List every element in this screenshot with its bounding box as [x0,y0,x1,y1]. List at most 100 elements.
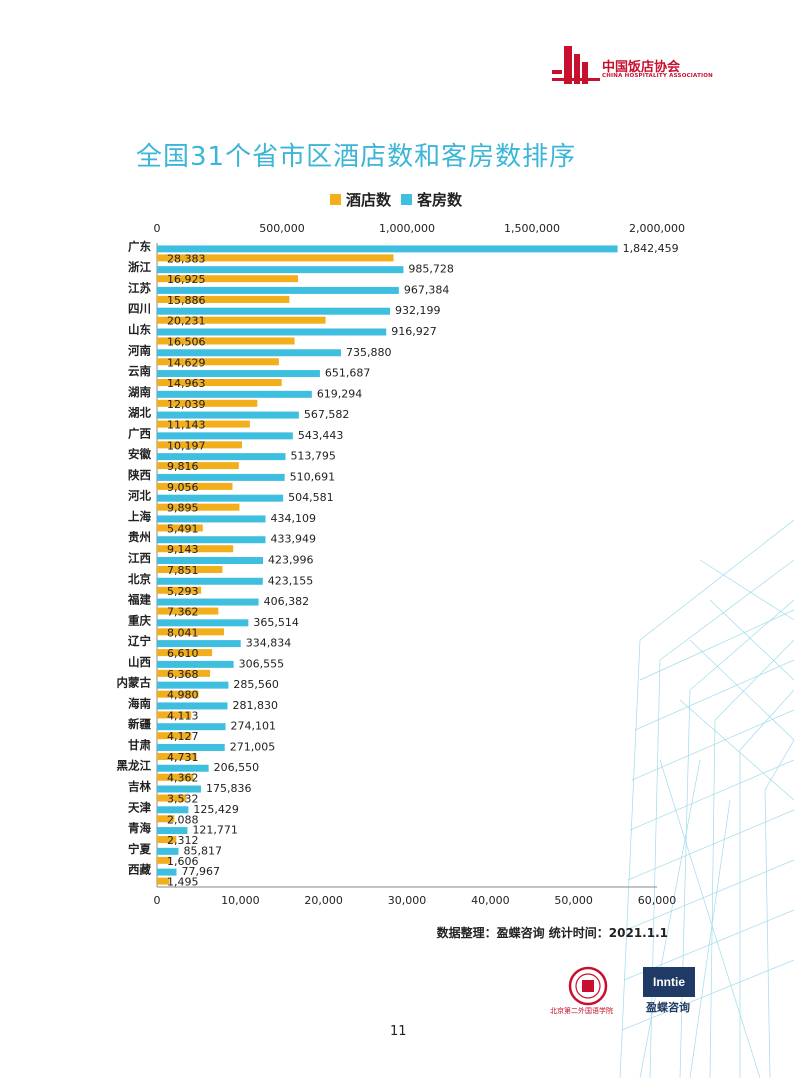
rooms-bar [157,266,404,274]
hotels-value-label: 7,851 [167,564,199,577]
hotels-value-label: 11,143 [167,419,206,432]
hotels-value-label: 8,041 [167,626,199,639]
category-label: 西藏 [128,863,151,877]
hotels-value-label: 9,143 [167,543,199,556]
rooms-bar [157,349,341,357]
category-label: 新疆 [128,717,151,731]
rooms-value-label: 306,555 [239,657,284,670]
bisu-name-text: 北京第二外国语学院 [550,1007,613,1015]
hotels-bar [157,295,290,303]
category-label: 广西 [128,426,151,440]
china-hospitality-association-logo [552,46,600,84]
rooms-bar [157,370,320,378]
category-label: 山西 [128,655,151,669]
hotels-bar [157,337,295,345]
rooms-bar [157,723,226,731]
rooms-value-label: 932,199 [395,304,441,317]
hotels-bar [157,275,299,283]
hotels-bar [157,358,279,366]
rooms-bar [157,681,229,689]
rooms-bar [157,411,299,419]
rooms-bar [157,473,285,481]
rooms-bar [157,640,241,648]
hotels-value-label: 14,963 [167,377,206,390]
category-label: 广东 [128,239,151,253]
hotels-value-label: 4,362 [167,772,199,785]
hotels-bar [157,711,192,719]
category-label: 安徽 [128,447,151,461]
hotels-value-label: 1,495 [167,876,199,889]
hotels-value-label: 9,816 [167,460,199,473]
rooms-bar [157,743,225,751]
hotels-value-label: 16,925 [167,273,206,286]
hotels-bar [157,607,219,615]
x-bottom-tick-label: 30,000 [388,894,427,907]
category-label: 云南 [128,364,151,378]
hotels-bar [157,815,175,823]
rooms-value-label: 423,155 [268,574,314,587]
bisu-seal-logo [568,966,608,1006]
rooms-value-label: 513,795 [290,450,336,463]
logo-english-text: CHINA HOSPITALITY ASSOCIATION [602,73,713,79]
rooms-value-label: 77,967 [181,865,220,878]
rooms-value-label: 406,382 [264,595,310,608]
hotels-bar [157,732,192,740]
x-top-tick-label: 0 [154,222,161,235]
hotels-bar [157,752,197,760]
rooms-bar [157,764,209,772]
category-label: 陕西 [128,468,151,482]
chart-title: 全国31个省市区酒店数和客房数排序 [136,142,577,172]
hotels-value-label: 5,293 [167,585,199,598]
rooms-value-label: 1,842,459 [623,242,679,255]
rooms-value-label: 281,830 [232,699,278,712]
hotels-value-label: 2,312 [167,834,199,847]
x-top-tick-label: 1,500,000 [504,222,560,235]
page-number: 11 [390,1024,407,1039]
category-label: 湖南 [128,385,151,399]
legend-item-hotels: 酒店数 [330,189,391,210]
category-label: 重庆 [128,613,151,627]
hotels-value-label: 16,506 [167,335,206,348]
hotels-value-label: 4,731 [167,751,199,764]
rooms-value-label: 985,728 [408,263,454,276]
rooms-bar [157,286,399,294]
rooms-bar [157,557,263,564]
rooms-value-label: 735,880 [346,346,392,359]
x-top-tick-label: 1,000,000 [379,222,435,235]
hotels-bar [157,836,177,844]
rooms-value-label: 274,101 [231,720,277,733]
category-label: 上海 [128,509,151,523]
x-top-tick-label: 500,000 [259,222,305,235]
category-label: 河北 [128,489,151,503]
hotels-bar [157,545,234,553]
rooms-bar [157,868,177,876]
rooms-bar [157,660,234,668]
rooms-bar [157,307,391,315]
hotels-value-label: 3,532 [167,793,199,806]
rooms-value-label: 619,294 [317,387,363,400]
category-label: 四川 [128,302,151,316]
category-label: 甘肃 [128,738,151,752]
hotels-bar [157,669,211,677]
hotels-bar [157,524,203,532]
x-bottom-tick-label: 10,000 [221,894,260,907]
rooms-value-label: 543,443 [298,429,344,442]
rooms-value-label: 175,836 [206,782,252,795]
rooms-bar [157,328,387,336]
hotels-bar [157,482,233,490]
legend: 酒店数 客房数 [330,189,472,210]
rooms-value-label: 121,771 [192,824,238,837]
inntie-logo: Inntie [643,967,695,997]
hotels-bar [157,462,239,470]
hotels-bar [157,794,187,802]
hotels-bar [157,399,258,407]
hotels-bar [157,254,394,262]
rooms-value-label: 85,817 [183,844,222,857]
hotels-bar [157,856,171,864]
hotels-bar [157,566,223,573]
hotels-bar [157,690,199,698]
rooms-value-label: 433,949 [270,533,316,546]
rooms-bar [157,245,618,253]
category-label: 福建 [127,593,151,607]
